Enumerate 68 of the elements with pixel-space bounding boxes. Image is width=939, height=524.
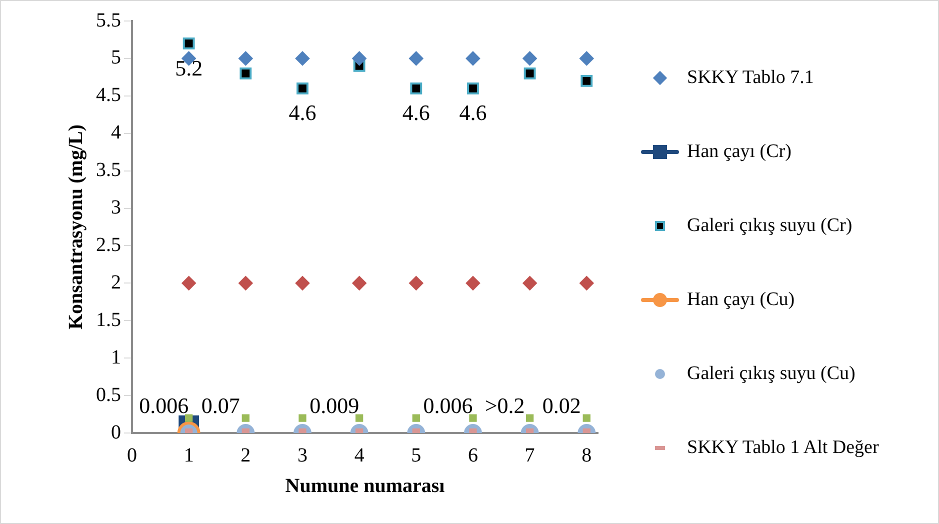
- point: [522, 276, 537, 290]
- point: [580, 276, 594, 290]
- legend-label: Galeri çıkış suyu (Cr): [687, 215, 852, 237]
- point: [182, 38, 195, 50]
- legend-label: Han çayı (Cr): [687, 141, 792, 163]
- x-tick-label: 4: [354, 444, 364, 466]
- annotation: 0.02: [542, 392, 581, 418]
- data-label: 4.6: [402, 100, 430, 126]
- x-tick-label: 0: [127, 444, 137, 466]
- point: [524, 67, 536, 80]
- annotation: 0.006: [139, 392, 189, 418]
- y-tick-label: 1.5: [96, 308, 121, 331]
- point: [410, 82, 422, 94]
- point: [352, 51, 366, 66]
- point: [242, 414, 250, 422]
- point: [412, 414, 420, 422]
- x-tick-label: 8: [582, 444, 592, 466]
- data-label: 4.6: [288, 100, 316, 126]
- point: [295, 276, 310, 290]
- legend-label: Galeri çıkış suyu (Cu): [687, 363, 856, 385]
- point: [409, 276, 424, 290]
- point: [526, 414, 534, 422]
- y-tick-label: 3: [111, 196, 121, 219]
- point: [580, 74, 593, 87]
- point: [409, 51, 424, 66]
- point: [238, 51, 253, 66]
- point: [582, 414, 590, 422]
- point: [240, 67, 252, 80]
- point: [466, 276, 480, 290]
- y-tick-label: 4.5: [96, 84, 121, 106]
- y-tick-label: 0.5: [96, 384, 121, 406]
- annotation: 0.009: [310, 392, 360, 418]
- data-label: 5.2: [175, 55, 203, 80]
- point: [355, 414, 364, 422]
- y-tick-label: 1: [111, 346, 121, 368]
- point: [238, 276, 253, 290]
- x-tick-label: 3: [297, 444, 308, 466]
- point: [522, 51, 537, 66]
- point: [352, 276, 366, 290]
- x-tick-label: 6: [468, 444, 478, 466]
- point: [466, 51, 480, 66]
- legend-label: SKKY Tablo 1 Alt Değer: [687, 437, 879, 459]
- y-tick-label: 4: [111, 122, 121, 144]
- y-axis-title: Konsantrasyonu (mg/L): [65, 124, 88, 330]
- annotation: 0.07: [201, 392, 240, 418]
- point: [182, 276, 196, 290]
- legend-label: SKKY Tablo 7.1: [687, 67, 814, 89]
- y-tick-label: 3.5: [96, 159, 121, 182]
- annotation: 0.006: [423, 392, 473, 418]
- point: [580, 51, 594, 66]
- point: [298, 414, 306, 422]
- y-tick-label: 2.5: [96, 234, 121, 256]
- x-axis-title: Numune numarası: [285, 475, 446, 498]
- point: [295, 51, 310, 66]
- x-tick-label: 5: [411, 444, 422, 466]
- point: [469, 414, 477, 422]
- y-tick-label: 5: [111, 46, 121, 69]
- y-tick-label: 5.5: [96, 9, 121, 32]
- data-label: 4.6: [459, 100, 487, 126]
- annotation: >0.2: [484, 392, 525, 418]
- point: [467, 82, 479, 94]
- point: [296, 82, 308, 94]
- legend-label: Han çayı (Cu): [687, 289, 795, 311]
- y-tick-label: 2: [111, 271, 121, 294]
- x-tick-label: 2: [240, 444, 251, 466]
- y-tick-label: 0: [111, 421, 121, 444]
- x-tick-label: 7: [524, 444, 535, 466]
- x-tick-label: 1: [184, 444, 194, 466]
